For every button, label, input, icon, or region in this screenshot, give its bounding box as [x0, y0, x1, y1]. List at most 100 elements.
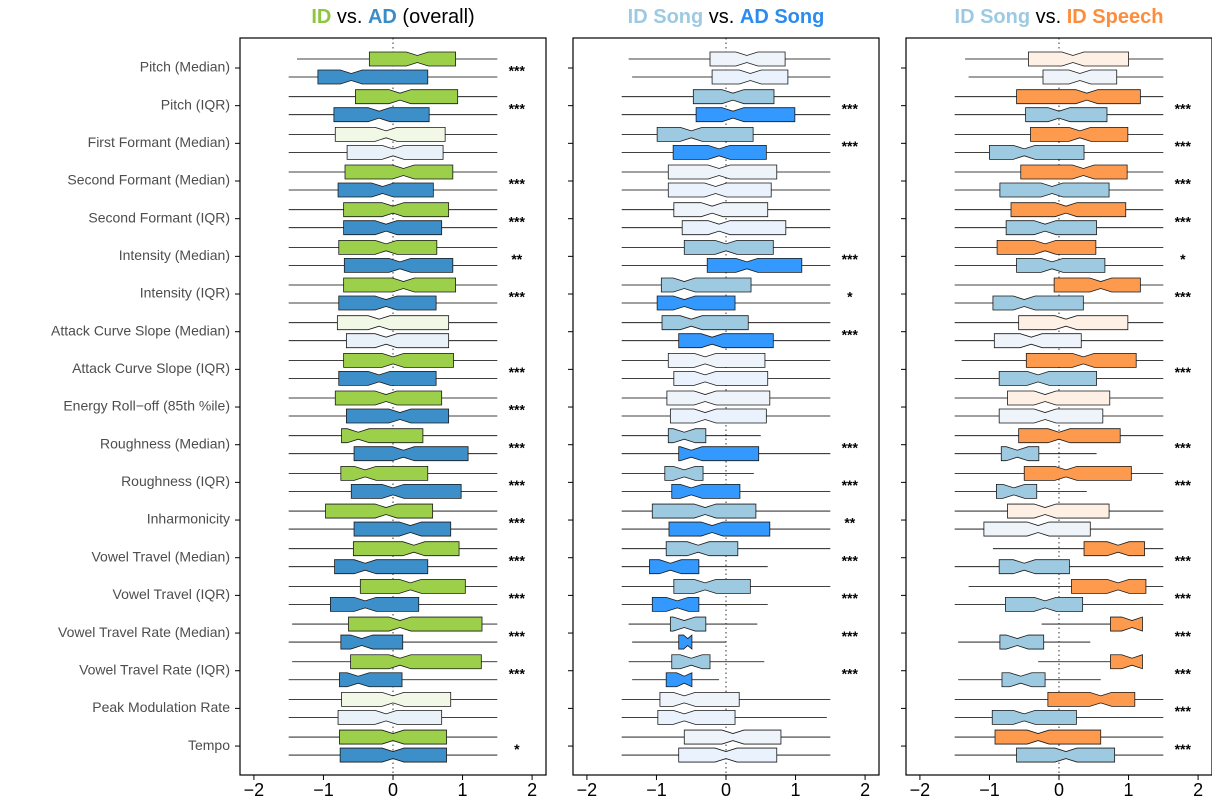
box: [1071, 578, 1147, 594]
box: [1110, 654, 1143, 670]
x-tick-label: 0: [388, 780, 398, 799]
box: [1016, 89, 1141, 105]
box: [668, 521, 771, 537]
significance: ***: [509, 628, 526, 644]
x-tick-label: 1: [791, 780, 801, 799]
box: [664, 465, 704, 481]
significance: ***: [509, 665, 526, 681]
panel-frame: [572, 37, 880, 776]
box: [673, 578, 751, 594]
box: [991, 709, 1077, 725]
x-tick-label: 1: [1124, 780, 1134, 799]
box: [989, 144, 1085, 160]
box: [346, 408, 450, 424]
box: [1005, 220, 1097, 236]
significance: ***: [1175, 628, 1192, 644]
significance: ***: [509, 552, 526, 568]
significance: ***: [1175, 665, 1192, 681]
box: [343, 257, 454, 273]
category-label: Second Formant (IQR): [88, 209, 230, 225]
panel: ID vs. AD (overall) −2 −1 0 1 2 Pitch (Median)…: [51, 6, 547, 799]
box: [1001, 672, 1046, 688]
significance: *: [1180, 251, 1186, 267]
significance: ***: [842, 326, 859, 342]
x-tick-label: 1: [458, 780, 468, 799]
title-part: ID: [311, 6, 331, 28]
box: [659, 691, 740, 707]
box: [660, 277, 752, 293]
box: [1007, 390, 1111, 406]
box: [337, 709, 443, 725]
category-label: Vowel Travel (Median): [91, 548, 230, 564]
box: [678, 747, 778, 763]
box: [339, 729, 447, 745]
box: [348, 616, 483, 632]
title-part: ID Speech: [1067, 6, 1164, 28]
significance: ***: [509, 289, 526, 305]
box: [1053, 277, 1141, 293]
box: [325, 503, 434, 519]
box: [665, 672, 693, 688]
category-label: Pitch (IQR): [161, 96, 230, 112]
title-part: vs.: [331, 6, 368, 28]
significance: ***: [509, 439, 526, 455]
box: [666, 390, 771, 406]
title-part: ID Song: [955, 6, 1031, 28]
box: [656, 126, 754, 142]
significance: ***: [1175, 590, 1192, 606]
box: [346, 144, 444, 160]
box: [343, 352, 454, 368]
box: [998, 408, 1104, 424]
box: [338, 370, 437, 386]
significance: ***: [1175, 289, 1192, 305]
title-part: vs.: [1030, 6, 1067, 28]
box: [344, 164, 454, 180]
category-label: Vowel Travel (IQR): [113, 586, 230, 602]
x-tick-label: −1: [979, 780, 1000, 799]
box: [661, 315, 749, 331]
category-label: Peak Modulation Rate: [92, 699, 230, 715]
box: [1000, 446, 1040, 462]
box: [1018, 428, 1121, 444]
box: [678, 634, 693, 650]
box: [1110, 616, 1143, 632]
box: [1005, 596, 1084, 612]
box: [649, 559, 700, 575]
box: [672, 144, 767, 160]
box: [352, 541, 460, 557]
box: [993, 333, 1082, 349]
category-label: Roughness (IQR): [121, 473, 230, 489]
box: [651, 503, 757, 519]
box: [671, 483, 741, 499]
box: [341, 691, 452, 707]
category-label: First Formant (Median): [88, 134, 230, 150]
x-tick-label: −2: [910, 780, 931, 799]
significance: ***: [1175, 176, 1192, 192]
box: [998, 559, 1070, 575]
box: [343, 202, 450, 218]
significance: ***: [842, 439, 859, 455]
significance: ***: [1175, 439, 1192, 455]
box: [338, 239, 438, 255]
box: [317, 69, 429, 85]
box: [340, 634, 404, 650]
box: [695, 107, 796, 123]
box: [709, 51, 786, 67]
panel-frame: [905, 37, 1212, 776]
panel-frame: [239, 37, 547, 776]
category-label: Intensity (IQR): [140, 285, 230, 301]
significance: ***: [1175, 477, 1192, 493]
box: [1025, 352, 1137, 368]
box: [334, 390, 443, 406]
box: [673, 202, 769, 218]
significance: ***: [842, 138, 859, 154]
box: [346, 333, 450, 349]
significance: ***: [1175, 100, 1192, 116]
box: [333, 107, 430, 123]
significance: ***: [842, 665, 859, 681]
title-part: (overall): [397, 6, 475, 28]
box: [353, 521, 452, 537]
box: [1016, 257, 1106, 273]
box: [678, 446, 760, 462]
panel-title: ID vs. AD (overall): [311, 6, 474, 28]
